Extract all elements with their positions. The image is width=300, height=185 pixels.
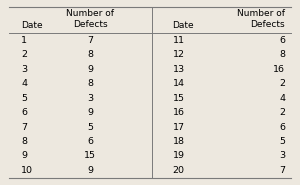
Text: 3: 3 (279, 152, 285, 160)
Text: 2: 2 (279, 79, 285, 88)
Text: 1: 1 (21, 36, 27, 45)
Text: 13: 13 (172, 65, 184, 74)
Text: 8: 8 (87, 79, 93, 88)
Text: 4: 4 (21, 79, 27, 88)
Text: 15: 15 (172, 94, 184, 103)
Text: 17: 17 (172, 123, 184, 132)
Text: 9: 9 (87, 108, 93, 117)
Text: Number of: Number of (66, 9, 114, 18)
Text: 8: 8 (279, 51, 285, 60)
Text: Defects: Defects (250, 20, 285, 29)
Text: 20: 20 (172, 166, 184, 175)
Text: Defects: Defects (73, 20, 107, 29)
Text: 2: 2 (279, 108, 285, 117)
Text: 4: 4 (279, 94, 285, 103)
Text: 10: 10 (21, 166, 33, 175)
Text: 2: 2 (21, 51, 27, 60)
Text: 12: 12 (172, 51, 184, 60)
Text: 7: 7 (87, 36, 93, 45)
Text: Date: Date (172, 21, 194, 30)
Text: 6: 6 (279, 123, 285, 132)
Text: 9: 9 (87, 65, 93, 74)
Text: 7: 7 (21, 123, 27, 132)
Text: 6: 6 (279, 36, 285, 45)
Text: 3: 3 (87, 94, 93, 103)
Text: 5: 5 (87, 123, 93, 132)
Text: 9: 9 (21, 152, 27, 160)
Text: 6: 6 (87, 137, 93, 146)
Text: 8: 8 (87, 51, 93, 60)
Text: 18: 18 (172, 137, 184, 146)
Text: 7: 7 (279, 166, 285, 175)
Text: Date: Date (21, 21, 43, 30)
Text: 8: 8 (21, 137, 27, 146)
Text: Number of: Number of (237, 9, 285, 18)
Text: 16: 16 (273, 65, 285, 74)
Text: 5: 5 (279, 137, 285, 146)
Text: 16: 16 (172, 108, 184, 117)
Text: 6: 6 (21, 108, 27, 117)
Text: 19: 19 (172, 152, 184, 160)
Text: 15: 15 (84, 152, 96, 160)
Text: 11: 11 (172, 36, 184, 45)
Text: 3: 3 (21, 65, 27, 74)
Text: 14: 14 (172, 79, 184, 88)
Text: 9: 9 (87, 166, 93, 175)
Text: 5: 5 (21, 94, 27, 103)
